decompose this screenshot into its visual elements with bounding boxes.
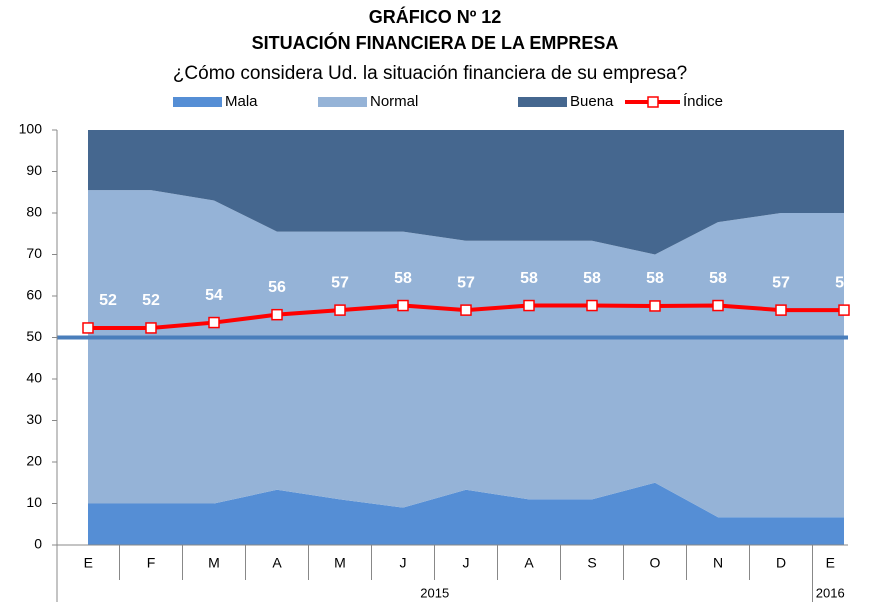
index-marker — [208, 316, 220, 329]
y-tick-label: 100 — [19, 121, 43, 137]
x-tick-label: S — [587, 555, 596, 571]
x-tick-label: M — [334, 555, 346, 571]
x-tick-label: J — [400, 555, 407, 571]
data-label: 58 — [520, 270, 538, 287]
legend-swatch — [518, 97, 567, 107]
index-marker — [712, 299, 724, 312]
y-tick-label: 40 — [26, 370, 42, 386]
data-label: 57 — [835, 274, 853, 291]
index-marker — [460, 304, 472, 316]
x-tick-label: E — [826, 555, 835, 571]
x-tick-label: N — [713, 555, 723, 571]
year-label: 2015 — [420, 585, 449, 600]
index-marker — [397, 299, 409, 312]
index-marker — [775, 304, 787, 316]
x-tick-label: M — [208, 555, 220, 571]
y-tick-label: 30 — [26, 411, 42, 427]
chart-title: GRÁFICO Nº 12 — [369, 6, 502, 27]
legend-marker — [647, 96, 659, 108]
legend-label: Mala — [225, 93, 258, 110]
index-marker — [271, 308, 283, 321]
x-tick-label: A — [272, 555, 282, 571]
data-label: 58 — [394, 270, 412, 287]
year-label: 2016 — [816, 585, 845, 600]
chart-question: ¿Cómo considera Ud. la situación financi… — [173, 63, 687, 84]
index-marker — [523, 299, 535, 312]
legend-label: Buena — [570, 93, 614, 110]
data-label: 58 — [709, 270, 727, 287]
data-label: 57 — [772, 274, 790, 291]
y-tick-label: 10 — [26, 494, 42, 510]
y-tick-label: 20 — [26, 453, 42, 469]
data-label: 58 — [646, 270, 664, 287]
index-marker — [649, 300, 661, 312]
x-tick-label: O — [650, 555, 661, 571]
data-label: 54 — [205, 287, 223, 304]
data-label: 57 — [331, 274, 349, 291]
y-tick-label: 60 — [26, 287, 42, 303]
area — [88, 190, 844, 518]
index-marker — [586, 299, 598, 312]
legend-swatch — [318, 97, 367, 107]
index-marker — [145, 322, 157, 334]
area — [88, 130, 844, 255]
y-tick-label: 0 — [34, 536, 42, 552]
data-label: 58 — [583, 270, 601, 287]
y-tick-label: 50 — [26, 328, 42, 344]
y-tick-label: 90 — [26, 162, 42, 178]
y-tick-label: 80 — [26, 204, 42, 220]
x-tick-label: D — [776, 555, 786, 571]
y-tick-label: 70 — [26, 245, 42, 261]
x-tick-label: A — [524, 555, 534, 571]
data-label: 52 — [142, 292, 160, 309]
index-marker — [334, 304, 346, 316]
x-tick-label: J — [463, 555, 470, 571]
area — [88, 482, 844, 545]
index-marker — [82, 322, 94, 334]
legend-label: Normal — [370, 93, 418, 110]
x-tick-label: F — [147, 555, 156, 571]
x-tick-label: E — [84, 555, 93, 571]
data-label: 56 — [268, 279, 286, 296]
data-label: 57 — [457, 274, 475, 291]
legend-label: Índice — [683, 93, 723, 110]
chart-subtitle: SITUACIÓN FINANCIERA DE LA EMPRESA — [252, 32, 619, 53]
index-marker — [838, 304, 850, 316]
data-label: 52 — [99, 292, 117, 309]
legend-swatch — [173, 97, 222, 107]
